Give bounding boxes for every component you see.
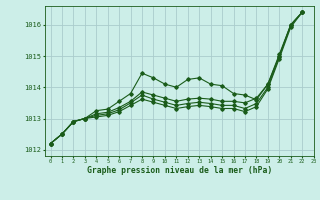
X-axis label: Graphe pression niveau de la mer (hPa): Graphe pression niveau de la mer (hPa)	[87, 166, 272, 175]
